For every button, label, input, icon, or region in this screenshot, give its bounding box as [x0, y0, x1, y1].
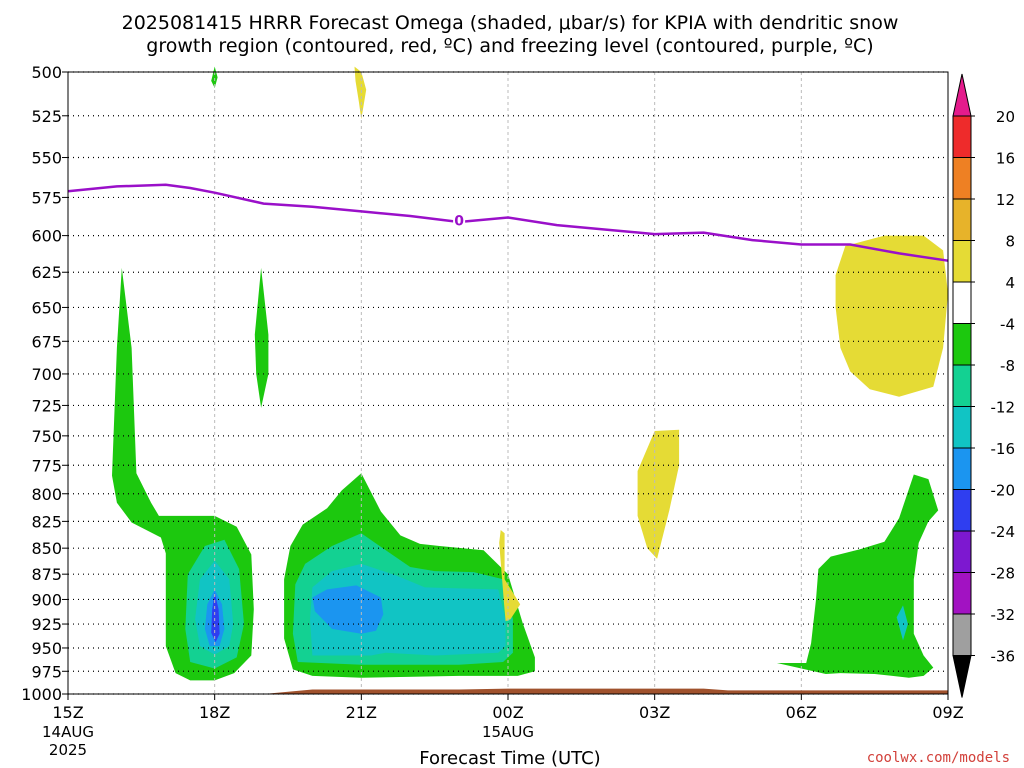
y-tick-label-750: 750	[31, 427, 62, 446]
colorbar-label-8: -16	[991, 440, 1016, 458]
y-tick-label-875: 875	[31, 565, 62, 584]
colorbar-bin-9	[952, 447, 972, 490]
y-tick-label-850: 850	[31, 539, 62, 558]
omega-region-13	[354, 66, 367, 120]
x-tick-date-00Z: 15AUG	[482, 723, 534, 741]
y-tick-label-675: 675	[31, 332, 62, 351]
colorbar-bin-3	[952, 198, 972, 241]
colorbar-label-5: -4	[1000, 316, 1015, 334]
x-tick-label-03Z: 03Z	[639, 703, 670, 722]
colorbar-bin-4	[952, 240, 972, 283]
colorbar-label-0: 20	[996, 108, 1015, 126]
colorbar-label-7: -12	[991, 399, 1016, 417]
colorbar-bin-2	[952, 157, 972, 200]
colorbar-bin-7	[952, 364, 972, 407]
y-axis-pressure: 500 525 550 575 600 625 650 675 700 725 750 775 800 8…	[21, 63, 68, 704]
omega-region-9	[896, 605, 908, 641]
y-tick-label-525: 525	[31, 107, 62, 126]
colorbar-label-6: -8	[1000, 357, 1015, 375]
y-tick-label-500: 500	[31, 63, 62, 82]
colorbar-label-4: 4	[1005, 274, 1015, 292]
y-tick-label-725: 725	[31, 396, 62, 415]
colorbar-bin-8	[952, 406, 972, 449]
x-axis-label: Forecast Time (UTC)	[419, 748, 600, 768]
omega-region-3	[776, 474, 939, 678]
y-tick-label-700: 700	[31, 365, 62, 384]
omega-shaded-regions	[112, 66, 948, 681]
freezing-level-contour: 0	[67, 183, 949, 262]
chart-title-line1: 2025081415 HRRR Forecast Omega (shaded, …	[122, 12, 899, 34]
y-tick-label-1000: 1000	[21, 685, 62, 704]
y-tick-label-625: 625	[31, 263, 62, 282]
x-tick-label-09Z: 09Z	[932, 703, 963, 722]
terrain-fill	[68, 688, 948, 694]
y-tick-label-825: 825	[31, 512, 62, 531]
x-tick-date-15Z: 14AUG	[42, 723, 94, 741]
colorbar-bottom-arrow	[952, 655, 972, 698]
colorbar-top-arrow	[952, 73, 972, 117]
colorbar-label-1: 16	[996, 150, 1015, 168]
x-tick-label-00Z: 00Z	[492, 703, 523, 722]
colorbar-bin-1	[952, 115, 972, 158]
credit-text: coolwx.com/models	[867, 750, 1010, 766]
y-tick-label-650: 650	[31, 298, 62, 317]
y-tick-label-900: 900	[31, 590, 62, 609]
y-tick-label-800: 800	[31, 485, 62, 504]
colorbar-label-11: -28	[991, 565, 1016, 583]
terrain-layer	[68, 688, 948, 694]
colorbar-bin-5	[952, 281, 972, 324]
y-tick-label-975: 975	[31, 662, 62, 681]
colorbar-label-9: -20	[991, 482, 1016, 500]
freezing-level-label: 0	[454, 214, 464, 230]
colorbar-legend: 20 16 12 8 4 -4 -8 -12 -16 -20 -24 -28 -32 -36	[952, 73, 1016, 698]
y-tick-label-950: 950	[31, 639, 62, 658]
omega-region-16	[499, 530, 521, 622]
colorbar-label-12: -32	[991, 606, 1016, 624]
y-tick-label-925: 925	[31, 615, 62, 634]
y-tick-label-550: 550	[31, 149, 62, 168]
x-tick-label-21Z: 21Z	[346, 703, 377, 722]
omega-region-1	[254, 267, 269, 408]
x-tick-year-15Z: 2025	[49, 741, 87, 759]
freezing-level-line	[67, 183, 949, 262]
colorbar-bin-12	[952, 572, 972, 615]
colorbar-bin-11	[952, 530, 972, 573]
plot-area: 0	[67, 66, 949, 695]
x-tick-label-06Z: 06Z	[786, 703, 817, 722]
y-tick-label-775: 775	[31, 456, 62, 475]
colorbar-label-13: -36	[991, 648, 1016, 666]
y-tick-label-600: 600	[31, 227, 62, 246]
colorbar-bin-6	[952, 323, 972, 366]
freezing-label-bg	[453, 211, 466, 229]
x-tick-label-18Z: 18Z	[199, 703, 230, 722]
chart-title-line2: growth region (contoured, red, ºC) and f…	[146, 35, 873, 57]
omega-region-14	[835, 235, 948, 397]
colorbar-label-2: 12	[996, 191, 1015, 209]
colorbar-label-10: -24	[991, 523, 1016, 541]
colorbar-bin-13	[952, 613, 972, 656]
colorbar-label-3: 8	[1005, 233, 1015, 251]
y-tick-label-575: 575	[31, 188, 62, 207]
omega-region-12	[211, 592, 220, 643]
x-tick-label-15Z: 15Z	[52, 703, 83, 722]
colorbar-bin-10	[952, 489, 972, 532]
omega-region-11	[312, 585, 384, 634]
